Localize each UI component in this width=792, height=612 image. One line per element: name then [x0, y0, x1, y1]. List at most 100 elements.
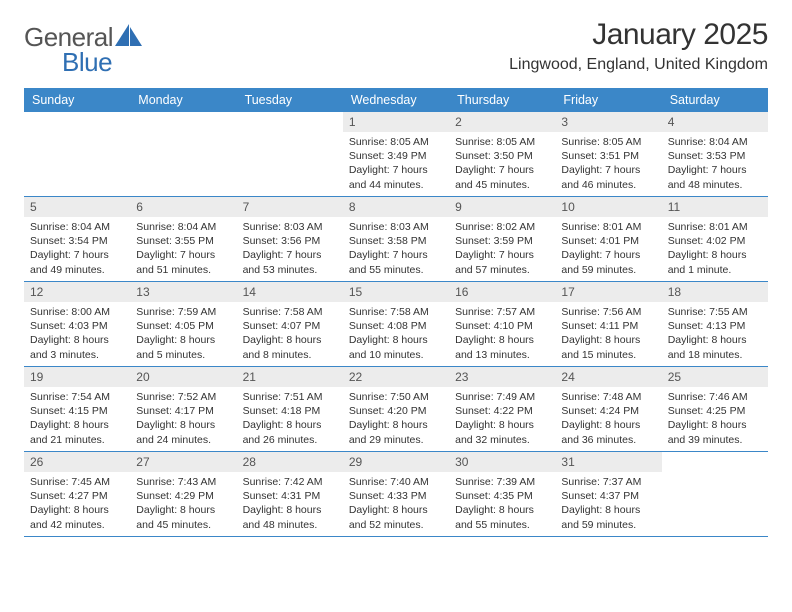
daylight-line: Daylight: 8 hours and 10 minutes. [349, 333, 443, 361]
brand-word-blue: Blue [24, 47, 112, 78]
calendar-grid: SundayMondayTuesdayWednesdayThursdayFrid… [24, 88, 768, 537]
sunset-line: Sunset: 4:20 PM [349, 404, 443, 418]
cell-body: Sunrise: 8:04 AMSunset: 3:53 PMDaylight:… [662, 132, 768, 196]
cell-body: Sunrise: 7:49 AMSunset: 4:22 PMDaylight:… [449, 387, 555, 451]
day-number: 21 [237, 367, 343, 387]
sunset-line: Sunset: 4:01 PM [561, 234, 655, 248]
daylight-line: Daylight: 7 hours and 48 minutes. [668, 163, 762, 191]
cell-body: Sunrise: 8:00 AMSunset: 4:03 PMDaylight:… [24, 302, 130, 366]
daylight-line: Daylight: 8 hours and 36 minutes. [561, 418, 655, 446]
calendar-cell: 10Sunrise: 8:01 AMSunset: 4:01 PMDayligh… [555, 197, 661, 281]
sunset-line: Sunset: 4:25 PM [668, 404, 762, 418]
day-number [662, 452, 768, 472]
calendar-cell: 16Sunrise: 7:57 AMSunset: 4:10 PMDayligh… [449, 282, 555, 366]
sunrise-line: Sunrise: 7:45 AM [30, 475, 124, 489]
sunrise-line: Sunrise: 7:43 AM [136, 475, 230, 489]
sunrise-line: Sunrise: 7:40 AM [349, 475, 443, 489]
calendar-cell [24, 112, 130, 196]
sunrise-line: Sunrise: 7:58 AM [243, 305, 337, 319]
day-number: 16 [449, 282, 555, 302]
day-number: 28 [237, 452, 343, 472]
sunset-line: Sunset: 3:59 PM [455, 234, 549, 248]
sunrise-line: Sunrise: 8:05 AM [561, 135, 655, 149]
cell-body: Sunrise: 8:04 AMSunset: 3:54 PMDaylight:… [24, 217, 130, 281]
daylight-line: Daylight: 8 hours and 15 minutes. [561, 333, 655, 361]
sunrise-line: Sunrise: 7:50 AM [349, 390, 443, 404]
calendar-cell: 3Sunrise: 8:05 AMSunset: 3:51 PMDaylight… [555, 112, 661, 196]
sunset-line: Sunset: 4:03 PM [30, 319, 124, 333]
sunrise-line: Sunrise: 8:05 AM [455, 135, 549, 149]
day-header: Wednesday [343, 88, 449, 112]
location-text: Lingwood, England, United Kingdom [509, 56, 768, 74]
weeks-container: 1Sunrise: 8:05 AMSunset: 3:49 PMDaylight… [24, 112, 768, 537]
sunset-line: Sunset: 4:08 PM [349, 319, 443, 333]
day-number: 5 [24, 197, 130, 217]
sunrise-line: Sunrise: 7:37 AM [561, 475, 655, 489]
calendar-cell: 11Sunrise: 8:01 AMSunset: 4:02 PMDayligh… [662, 197, 768, 281]
cell-body: Sunrise: 8:03 AMSunset: 3:56 PMDaylight:… [237, 217, 343, 281]
day-number: 12 [24, 282, 130, 302]
calendar-cell: 9Sunrise: 8:02 AMSunset: 3:59 PMDaylight… [449, 197, 555, 281]
week-row: 26Sunrise: 7:45 AMSunset: 4:27 PMDayligh… [24, 452, 768, 537]
header-row: General Blue January 2025 Lingwood, Engl… [24, 18, 768, 78]
sunset-line: Sunset: 3:50 PM [455, 149, 549, 163]
calendar-cell: 4Sunrise: 8:04 AMSunset: 3:53 PMDaylight… [662, 112, 768, 196]
cell-body: Sunrise: 7:46 AMSunset: 4:25 PMDaylight:… [662, 387, 768, 451]
cell-body: Sunrise: 7:56 AMSunset: 4:11 PMDaylight:… [555, 302, 661, 366]
daylight-line: Daylight: 7 hours and 57 minutes. [455, 248, 549, 276]
cell-body: Sunrise: 7:59 AMSunset: 4:05 PMDaylight:… [130, 302, 236, 366]
daylight-line: Daylight: 8 hours and 1 minute. [668, 248, 762, 276]
sunset-line: Sunset: 4:35 PM [455, 489, 549, 503]
daylight-line: Daylight: 8 hours and 45 minutes. [136, 503, 230, 531]
calendar-cell: 26Sunrise: 7:45 AMSunset: 4:27 PMDayligh… [24, 452, 130, 536]
cell-body: Sunrise: 7:52 AMSunset: 4:17 PMDaylight:… [130, 387, 236, 451]
calendar-cell [662, 452, 768, 536]
sunset-line: Sunset: 3:56 PM [243, 234, 337, 248]
sunrise-line: Sunrise: 7:58 AM [349, 305, 443, 319]
cell-body: Sunrise: 7:50 AMSunset: 4:20 PMDaylight:… [343, 387, 449, 451]
sunset-line: Sunset: 4:13 PM [668, 319, 762, 333]
cell-body: Sunrise: 7:39 AMSunset: 4:35 PMDaylight:… [449, 472, 555, 536]
sunrise-line: Sunrise: 7:48 AM [561, 390, 655, 404]
sunset-line: Sunset: 3:54 PM [30, 234, 124, 248]
sunset-line: Sunset: 4:22 PM [455, 404, 549, 418]
daylight-line: Daylight: 8 hours and 13 minutes. [455, 333, 549, 361]
calendar-cell: 6Sunrise: 8:04 AMSunset: 3:55 PMDaylight… [130, 197, 236, 281]
sunrise-line: Sunrise: 8:04 AM [30, 220, 124, 234]
sunset-line: Sunset: 4:18 PM [243, 404, 337, 418]
sunrise-line: Sunrise: 7:42 AM [243, 475, 337, 489]
sunset-line: Sunset: 4:27 PM [30, 489, 124, 503]
day-number: 19 [24, 367, 130, 387]
daylight-line: Daylight: 8 hours and 52 minutes. [349, 503, 443, 531]
day-number: 8 [343, 197, 449, 217]
day-header: Tuesday [237, 88, 343, 112]
sunset-line: Sunset: 3:51 PM [561, 149, 655, 163]
sunset-line: Sunset: 4:05 PM [136, 319, 230, 333]
day-number: 15 [343, 282, 449, 302]
daylight-line: Daylight: 8 hours and 59 minutes. [561, 503, 655, 531]
sunrise-line: Sunrise: 7:51 AM [243, 390, 337, 404]
day-number: 23 [449, 367, 555, 387]
daylight-line: Daylight: 7 hours and 49 minutes. [30, 248, 124, 276]
cell-body: Sunrise: 7:37 AMSunset: 4:37 PMDaylight:… [555, 472, 661, 536]
sunrise-line: Sunrise: 7:59 AM [136, 305, 230, 319]
daylight-line: Daylight: 7 hours and 51 minutes. [136, 248, 230, 276]
daylight-line: Daylight: 8 hours and 32 minutes. [455, 418, 549, 446]
cell-body: Sunrise: 8:01 AMSunset: 4:01 PMDaylight:… [555, 217, 661, 281]
daylight-line: Daylight: 8 hours and 21 minutes. [30, 418, 124, 446]
day-number: 13 [130, 282, 236, 302]
day-number [130, 112, 236, 132]
week-row: 1Sunrise: 8:05 AMSunset: 3:49 PMDaylight… [24, 112, 768, 197]
month-title: January 2025 [509, 18, 768, 52]
cell-body: Sunrise: 7:58 AMSunset: 4:08 PMDaylight:… [343, 302, 449, 366]
daylight-line: Daylight: 7 hours and 55 minutes. [349, 248, 443, 276]
calendar-cell: 30Sunrise: 7:39 AMSunset: 4:35 PMDayligh… [449, 452, 555, 536]
day-number: 11 [662, 197, 768, 217]
sunrise-line: Sunrise: 7:56 AM [561, 305, 655, 319]
calendar-cell: 8Sunrise: 8:03 AMSunset: 3:58 PMDaylight… [343, 197, 449, 281]
calendar-cell: 18Sunrise: 7:55 AMSunset: 4:13 PMDayligh… [662, 282, 768, 366]
day-header: Friday [555, 88, 661, 112]
sunrise-line: Sunrise: 8:01 AM [561, 220, 655, 234]
sunrise-line: Sunrise: 8:02 AM [455, 220, 549, 234]
sunrise-line: Sunrise: 7:57 AM [455, 305, 549, 319]
